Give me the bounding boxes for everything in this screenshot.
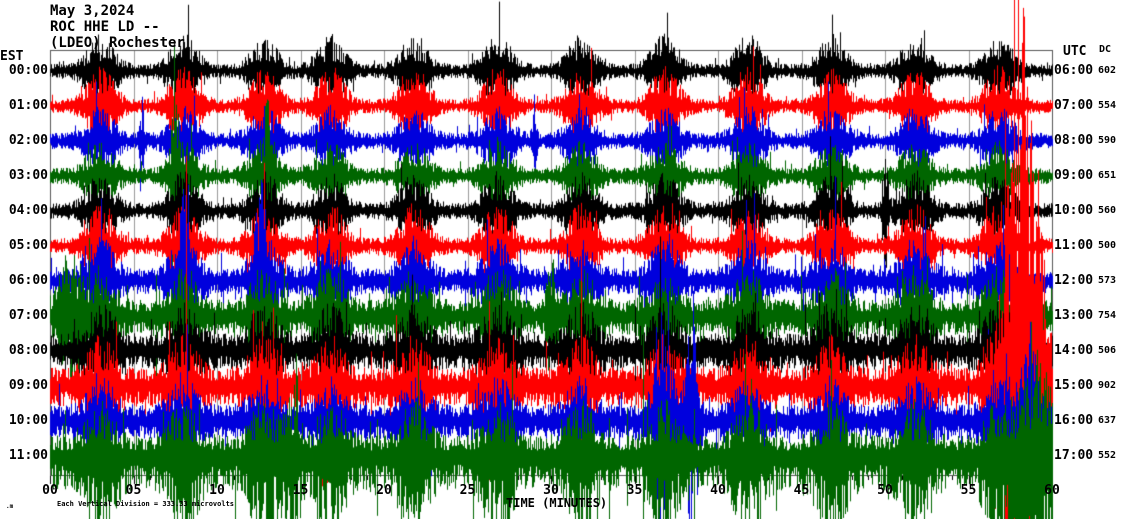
network-label: (LDEO) Rochester xyxy=(50,35,185,51)
x-tick-label: 30 xyxy=(543,483,559,498)
dc-value: 573 xyxy=(1097,275,1116,286)
dc-value: 500 xyxy=(1097,240,1116,251)
station-label: ROC HHE LD -- xyxy=(50,19,160,35)
left-timezone-label: EST xyxy=(0,49,24,64)
scale-note: Each Vertical Division = 333.33 microvol… xyxy=(57,500,235,508)
right-time-label: 09:00 xyxy=(1054,168,1094,183)
left-time-label: 11:00 xyxy=(8,448,48,463)
left-time-label: 06:00 xyxy=(8,273,48,288)
left-time-label: 03:00 xyxy=(8,168,48,183)
right-time-label: 08:00 xyxy=(1054,133,1094,148)
left-time-label: 09:00 xyxy=(8,378,48,393)
dc-value: 590 xyxy=(1097,135,1116,146)
left-time-label: 02:00 xyxy=(8,133,48,148)
dc-value: 902 xyxy=(1097,380,1116,391)
left-time-label: 08:00 xyxy=(8,343,48,358)
dc-value: 554 xyxy=(1097,100,1116,111)
dc-column-label: DC xyxy=(1099,44,1112,55)
dc-value: 552 xyxy=(1097,450,1116,461)
right-timezone-label: UTC xyxy=(1063,44,1087,59)
left-time-label: 04:00 xyxy=(8,203,48,218)
x-tick-label: 35 xyxy=(626,483,643,498)
right-time-label: 07:00 xyxy=(1054,98,1094,113)
left-time-label: 10:00 xyxy=(8,413,48,428)
x-tick-label: 45 xyxy=(793,483,810,498)
x-tick-label: 60 xyxy=(1044,483,1060,498)
dc-value: 637 xyxy=(1097,415,1116,426)
right-time-label: 17:00 xyxy=(1054,448,1094,463)
x-axis-title: TIME (MINUTES) xyxy=(506,496,608,510)
x-tick-label: 50 xyxy=(877,483,893,498)
dc-value: 602 xyxy=(1097,65,1116,76)
x-tick-label: 00 xyxy=(42,483,58,498)
x-tick-label: 40 xyxy=(710,483,726,498)
corner-mark: .m xyxy=(6,503,14,510)
right-time-label: 13:00 xyxy=(1054,308,1094,323)
left-time-label: 05:00 xyxy=(8,238,48,253)
x-tick-label: 25 xyxy=(459,483,476,498)
dc-value: 651 xyxy=(1097,170,1116,181)
right-time-label: 14:00 xyxy=(1054,343,1094,358)
right-time-label: 16:00 xyxy=(1054,413,1094,428)
date-label: May 3,2024 xyxy=(50,3,135,19)
right-time-label: 11:00 xyxy=(1054,238,1094,253)
x-tick-label: 55 xyxy=(960,483,977,498)
x-tick-label: 15 xyxy=(292,483,309,498)
right-time-label: 10:00 xyxy=(1054,203,1094,218)
right-time-label: 12:00 xyxy=(1054,273,1094,288)
left-time-label: 01:00 xyxy=(8,98,48,113)
right-time-label: 15:00 xyxy=(1054,378,1094,393)
left-time-label: 07:00 xyxy=(8,308,48,323)
left-time-label: 00:00 xyxy=(8,63,48,78)
dc-value: 754 xyxy=(1097,310,1116,321)
right-time-label: 06:00 xyxy=(1054,63,1094,78)
dc-value: 506 xyxy=(1097,345,1116,356)
x-tick-label: 10 xyxy=(209,483,225,498)
x-tick-label: 20 xyxy=(376,483,392,498)
dc-value: 560 xyxy=(1097,205,1116,216)
x-tick-label: 05 xyxy=(125,483,142,498)
